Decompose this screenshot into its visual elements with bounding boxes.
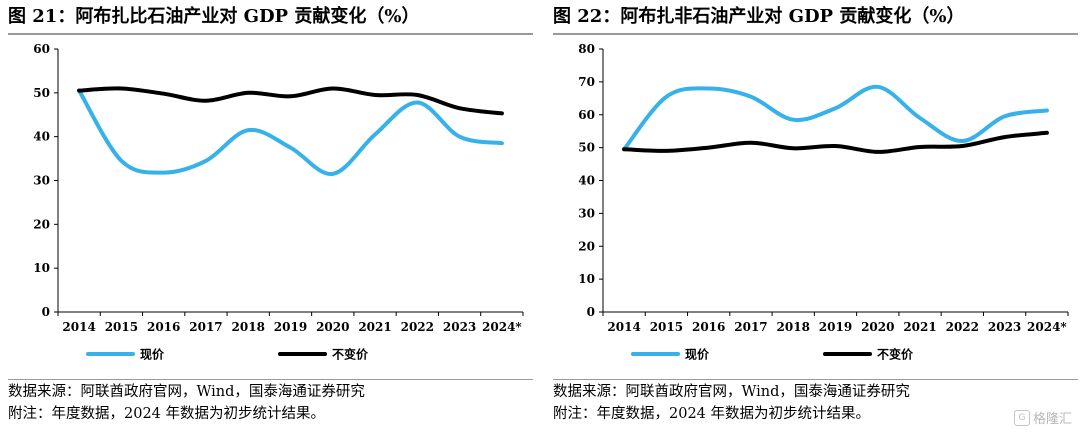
- figure-21-title: 图 21：阿布扎比石油产业对 GDP 贡献变化（%）: [8, 6, 420, 27]
- y-tick-label: 40: [33, 130, 50, 144]
- x-tick-label: 2023: [443, 320, 476, 334]
- legend-label: 现价: [140, 348, 165, 362]
- figure-22-source-note: 数据来源：阿联酋政府官网，Wind，国泰海通证券研究: [553, 384, 910, 400]
- legend-label: 现价: [685, 348, 710, 362]
- x-tick-label: 2018: [777, 320, 810, 334]
- y-tick-label: 50: [33, 86, 50, 100]
- watermark-text: 格隆汇: [1032, 412, 1072, 427]
- figure-21-footnote: 附注：年度数据，2024 年数据为初步统计结果。: [8, 406, 326, 422]
- y-tick-label: 20: [33, 217, 50, 231]
- figure-22-footnote: 附注：年度数据，2024 年数据为初步统计结果。: [553, 406, 871, 422]
- figure-21-chart: 0 10 20 30 40 50 60 2014 2015 2016 2017 2018 2019 202…: [33, 42, 524, 362]
- x-tick-label: 2021: [903, 320, 936, 334]
- legend-label: 不变价: [877, 347, 914, 362]
- x-tick-label: 2020: [861, 320, 894, 334]
- legend-label: 不变价: [332, 347, 369, 362]
- figure-21-panel: 图 21：阿布扎比石油产业对 GDP 贡献变化（%） 0 10 20 30 40 50 60…: [8, 0, 533, 433]
- x-tick-label: 2015: [650, 320, 683, 334]
- series-line-current-price: [77, 88, 504, 176]
- figure-21-top-rule: [8, 33, 533, 35]
- x-tick-label: 2019: [274, 320, 307, 334]
- y-tick-label: 40: [578, 174, 595, 188]
- x-tick-label: 2016: [147, 320, 180, 334]
- series-line-constant-price: [77, 86, 504, 116]
- x-tick-label: 2018: [232, 320, 265, 334]
- figure-21-source-note: 数据来源：阿联酋政府官网，Wind，国泰海通证券研究: [8, 384, 365, 400]
- figure-22-top-rule: [553, 33, 1078, 35]
- x-tick-label: 2024*: [1027, 320, 1067, 334]
- y-tick-label: 30: [33, 174, 50, 188]
- y-tick-label: 10: [578, 272, 595, 286]
- x-tick-label: 2022: [946, 320, 979, 334]
- y-tick-label: 80: [578, 42, 595, 56]
- x-tick-label: 2016: [692, 320, 725, 334]
- x-tick-label: 2017: [734, 320, 767, 334]
- x-tick-label: 2019: [819, 320, 852, 334]
- y-tick-label: 20: [578, 239, 595, 253]
- figure-22-title: 图 22：阿布扎非石油产业对 GDP 贡献变化（%）: [553, 6, 965, 27]
- y-tick-label: 30: [578, 206, 595, 220]
- figure-21-bottom-rule: [8, 379, 533, 380]
- y-tick-label: 70: [578, 75, 595, 89]
- x-tick-label: 2020: [316, 320, 349, 334]
- y-tick-label: 10: [33, 261, 50, 275]
- y-tick-label: 50: [578, 141, 595, 155]
- series-line-current-price: [622, 84, 1049, 152]
- g-logo-icon: G: [1013, 409, 1030, 426]
- x-tick-label: 2014: [62, 320, 95, 334]
- x-tick-label: 2021: [358, 320, 391, 334]
- series-line-constant-price: [622, 130, 1049, 154]
- x-tick-label: 2024*: [482, 320, 522, 334]
- x-tick-label: 2015: [105, 320, 138, 334]
- y-tick-label: 60: [578, 108, 595, 122]
- figure-22-chart: 0 10 20 30 40 50 60 70 80 2014 2015 2016 2017 2018 201…: [578, 42, 1069, 362]
- y-tick-label: 60: [33, 42, 50, 56]
- x-tick-label: 2017: [189, 320, 222, 334]
- y-tick-label: 0: [42, 305, 50, 319]
- figure-22-bottom-rule: [553, 379, 1078, 380]
- watermark: G 格隆汇: [1013, 408, 1072, 427]
- figure-22-panel: 图 22：阿布扎非石油产业对 GDP 贡献变化（%） 0 10 20 30 40 50 60…: [553, 0, 1078, 433]
- y-tick-label: 0: [587, 305, 595, 319]
- x-tick-label: 2022: [401, 320, 434, 334]
- x-tick-label: 2014: [607, 320, 640, 334]
- x-tick-label: 2023: [988, 320, 1021, 334]
